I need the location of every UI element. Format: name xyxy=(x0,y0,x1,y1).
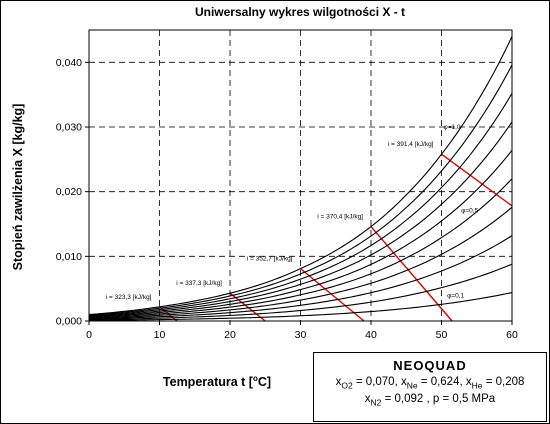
x-tick-label: 50 xyxy=(436,329,448,341)
x-axis-label-text: Temperatura t [ xyxy=(163,375,254,389)
enthalpy-label: i = 323,3 [kJ/kg] xyxy=(106,294,152,301)
enthalpy-line xyxy=(370,226,453,322)
phi-curve xyxy=(88,206,513,319)
phi-curve xyxy=(88,93,513,317)
grid xyxy=(89,30,512,321)
x-axis-label-unit: C] xyxy=(258,375,271,389)
phi-curve xyxy=(88,263,513,321)
phi-curve xyxy=(88,292,513,321)
chart-title: Uniwersalny wykres wilgotności X - t xyxy=(195,5,405,19)
phi-curve xyxy=(88,64,513,316)
axis-ticks xyxy=(85,61,513,325)
enthalpy-label: i = 337,3 [kJ/kg] xyxy=(176,280,222,287)
phi-curve xyxy=(88,36,513,316)
x-tick-label: 0 xyxy=(86,329,92,341)
y-tick-labels: 0,000 0,010 0,020 0,030 0,040 xyxy=(56,57,82,328)
x-axis-label-degree: o xyxy=(253,374,258,383)
info-box: NEOQUAD xO2 = 0,070, xNe = 0,624, xHe = … xyxy=(313,352,547,422)
info-box-line-1: xO2 = 0,070, xNe = 0,624, xHe = 0,208 xyxy=(335,376,525,391)
annotations: i = 323,3 [kJ/kg] i = 337,3 [kJ/kg] i = 35… xyxy=(106,124,479,301)
phi-curve xyxy=(88,235,513,320)
y-tick-label: 0,020 xyxy=(56,186,82,198)
phi-curve xyxy=(88,121,513,318)
y-tick-label: 0,040 xyxy=(56,57,82,69)
enthalpy-label: i = 391,4 [kJ/kg] xyxy=(388,141,434,148)
y-tick-label: 0,000 xyxy=(56,316,82,328)
y-axis-label: Stopień zawilżenia X [kg/kg] xyxy=(11,104,25,271)
x-tick-label: 60 xyxy=(506,329,518,341)
humidity-curves xyxy=(88,36,513,321)
y-tick-label: 0,010 xyxy=(56,251,82,263)
info-box-line-2: xN2 = 0,092 , p = 0,5 MPa xyxy=(364,393,496,408)
enthalpy-line xyxy=(300,268,365,322)
x-tick-label: 20 xyxy=(224,329,236,341)
x-tick-label: 30 xyxy=(295,329,307,341)
phi-curve xyxy=(88,178,513,319)
x-tick-labels: 0 10 20 30 40 50 60 xyxy=(86,329,518,341)
enthalpy-label: i = 370,4 [kJ/kg] xyxy=(317,214,363,221)
y-tick-label: 0,030 xyxy=(56,122,82,134)
x-tick-label: 10 xyxy=(154,329,166,341)
enthalpy-label: i = 352,7 [kJ/kg] xyxy=(247,256,293,263)
enthalpy-line xyxy=(441,153,513,207)
phi-label: φ=0,5 xyxy=(461,207,478,214)
phi-label: φ=0,1 xyxy=(447,293,464,300)
info-box-title: NEOQUAD xyxy=(393,358,467,373)
phi-label: φ=1,0 xyxy=(444,124,461,131)
x-tick-label: 40 xyxy=(365,329,377,341)
phi-curve xyxy=(88,149,513,318)
x-axis-label: Temperatura t [oC] xyxy=(163,374,271,389)
